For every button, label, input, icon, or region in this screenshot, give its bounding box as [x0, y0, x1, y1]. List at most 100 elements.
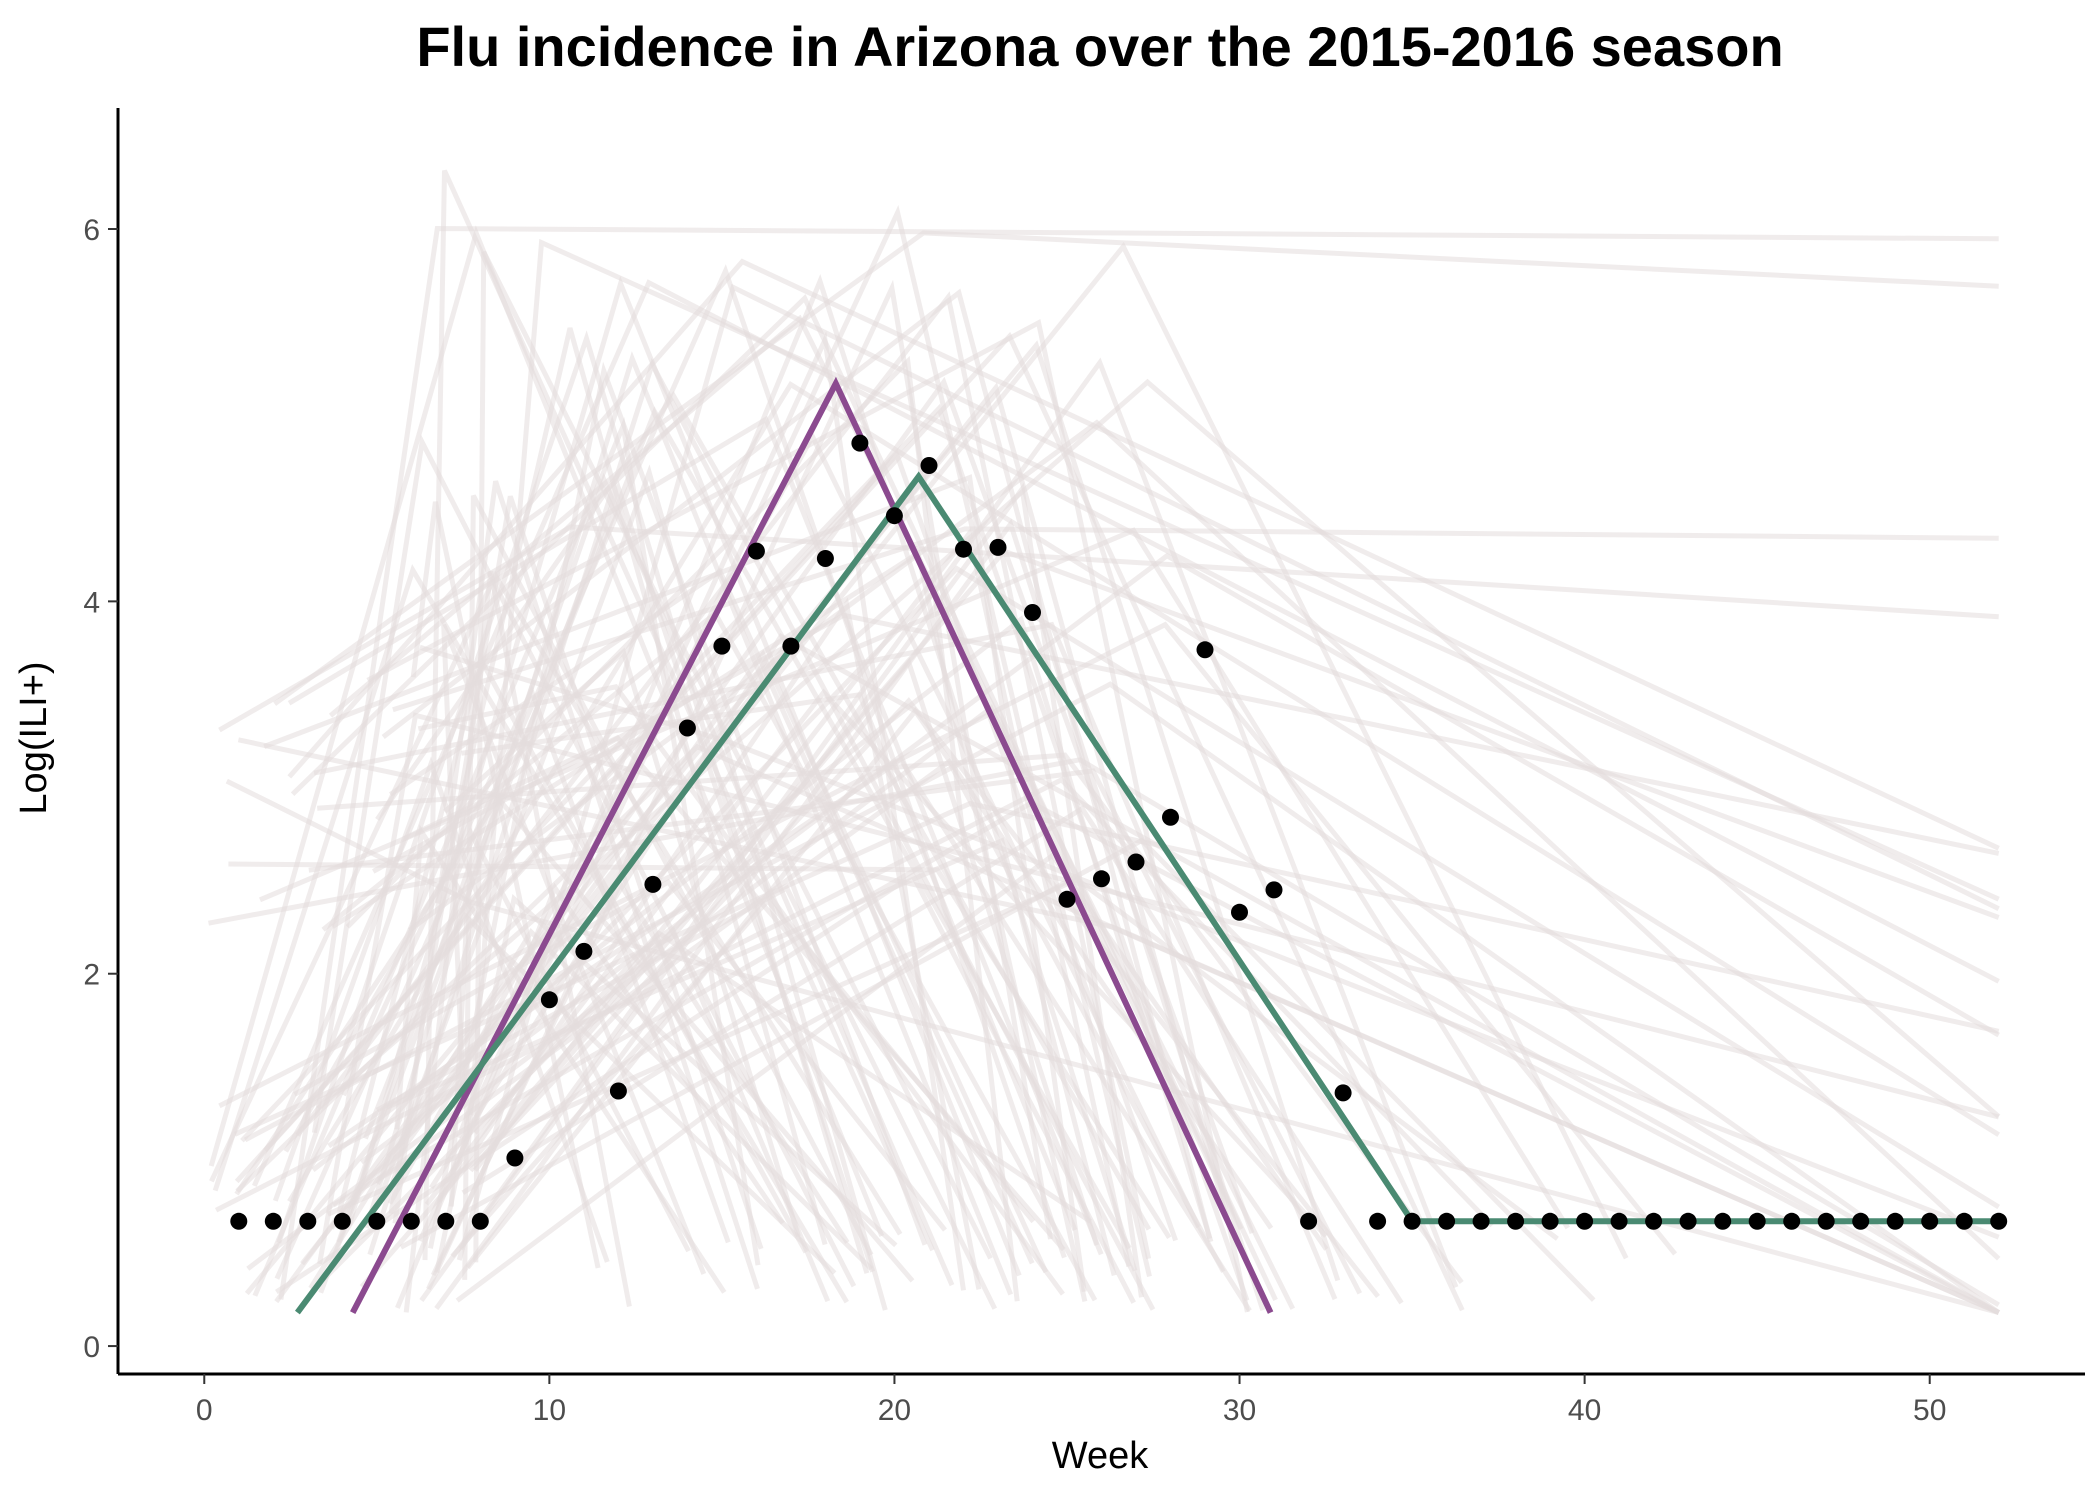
- data-point: [1162, 808, 1179, 826]
- data-point: [1817, 1212, 1835, 1230]
- background-curve: [318, 480, 876, 1294]
- background-curve: [214, 776, 1494, 1228]
- background-curve: [252, 417, 761, 1297]
- background-curve: [287, 415, 1104, 1256]
- background-curve: [233, 800, 2000, 1137]
- data-point: [1783, 1212, 1801, 1230]
- fit-line-purple: [350, 376, 1274, 1314]
- background-curve: [450, 896, 1036, 1259]
- background-curve: [313, 621, 1338, 1301]
- background-curve: [234, 794, 915, 1283]
- data-point: [920, 457, 938, 474]
- data-point: [1990, 1212, 2008, 1230]
- data-point: [678, 719, 696, 737]
- data-point: [1576, 1212, 1594, 1230]
- data-point: [299, 1212, 317, 1230]
- background-curve: [417, 684, 1065, 1296]
- background-curve: [376, 757, 1226, 1273]
- x-tick-label: 10: [533, 1394, 566, 1427]
- background-curve: [212, 564, 849, 1304]
- data-point: [264, 1212, 282, 1230]
- data-point: [816, 550, 834, 567]
- data-point: [1610, 1212, 1628, 1230]
- y-tick-label: 6: [83, 214, 100, 247]
- data-point: [1196, 641, 1214, 659]
- data-point: [1886, 1212, 1904, 1230]
- background-curve: [468, 657, 1100, 1246]
- data-point: [782, 637, 800, 655]
- data-point: [402, 1212, 420, 1230]
- background-curve: [461, 805, 1404, 1305]
- data-point: [1334, 1084, 1352, 1102]
- background-curve: [381, 288, 1213, 1240]
- data-point: [1127, 853, 1145, 871]
- y-tick-label: 2: [83, 959, 100, 992]
- background-curve: [419, 357, 1459, 1302]
- data-point: [1507, 1212, 1525, 1230]
- background-curve: [385, 837, 1117, 1277]
- data-point: [713, 637, 731, 655]
- data-point: [1265, 881, 1283, 899]
- background-curve: [316, 378, 2001, 1119]
- data-point: [1093, 870, 1110, 888]
- y-axis-label: Log(ILI+): [13, 661, 55, 814]
- observed-points: [230, 434, 2008, 1230]
- background-curve: [437, 597, 982, 1290]
- y-tick-label: 4: [83, 586, 100, 619]
- background-curve: [287, 258, 2000, 851]
- data-point: [885, 507, 903, 525]
- data-point: [1679, 1212, 1697, 1230]
- x-axis-ticks: 0 10 20 30 40 50: [196, 1374, 1946, 1427]
- fit-lines: [294, 376, 1999, 1315]
- background-curve: [434, 894, 898, 1274]
- data-point: [1058, 890, 1076, 908]
- data-point: [1300, 1212, 1318, 1230]
- y-axis-ticks: 0 2 4 6: [83, 214, 118, 1364]
- background-curve: [473, 528, 1132, 1268]
- background-curve: [345, 355, 1020, 1302]
- data-point: [540, 991, 558, 1009]
- background-curve: [462, 494, 874, 1280]
- fit-line-green: [294, 471, 1999, 1315]
- data-point: [1714, 1212, 1732, 1230]
- data-point: [1541, 1212, 1559, 1230]
- x-tick-label: 20: [878, 1394, 911, 1427]
- background-curve: [364, 351, 1014, 1296]
- background-curve: [209, 570, 903, 1236]
- data-point: [1403, 1212, 1421, 1230]
- data-point: [1921, 1212, 1939, 1230]
- data-point: [1024, 604, 1041, 621]
- chart-title: Flu incidence in Arizona over the 2015-2…: [416, 15, 1783, 78]
- data-point: [575, 942, 593, 960]
- background-curve: [419, 644, 2000, 1240]
- background-curve: [403, 570, 632, 1313]
- x-tick-label: 0: [196, 1394, 213, 1427]
- data-point: [506, 1149, 524, 1167]
- background-curve: [208, 757, 2000, 1308]
- background-curve: [218, 524, 1999, 733]
- background-curve: [243, 681, 2001, 1315]
- background-curve: [329, 241, 1629, 1260]
- data-point: [1645, 1212, 1663, 1230]
- background-curve: [311, 615, 1214, 1243]
- data-point: [1231, 903, 1248, 921]
- background-curve: [392, 526, 1999, 713]
- data-point: [333, 1212, 351, 1230]
- background-curve: [346, 275, 1022, 1277]
- data-point: [1472, 1212, 1490, 1230]
- x-tick-label: 30: [1223, 1394, 1256, 1427]
- data-point: [1369, 1212, 1387, 1230]
- data-point: [230, 1212, 248, 1230]
- background-curve: [311, 434, 857, 1288]
- data-point: [851, 434, 869, 452]
- data-point: [609, 1082, 627, 1100]
- data-point: [989, 538, 1007, 556]
- data-point: [1438, 1212, 1456, 1230]
- background-curve: [417, 205, 1152, 1277]
- data-point: [1955, 1212, 1973, 1230]
- data-point: [368, 1212, 386, 1230]
- data-point: [644, 875, 662, 893]
- data-point: [1748, 1212, 1766, 1230]
- data-point: [471, 1212, 489, 1230]
